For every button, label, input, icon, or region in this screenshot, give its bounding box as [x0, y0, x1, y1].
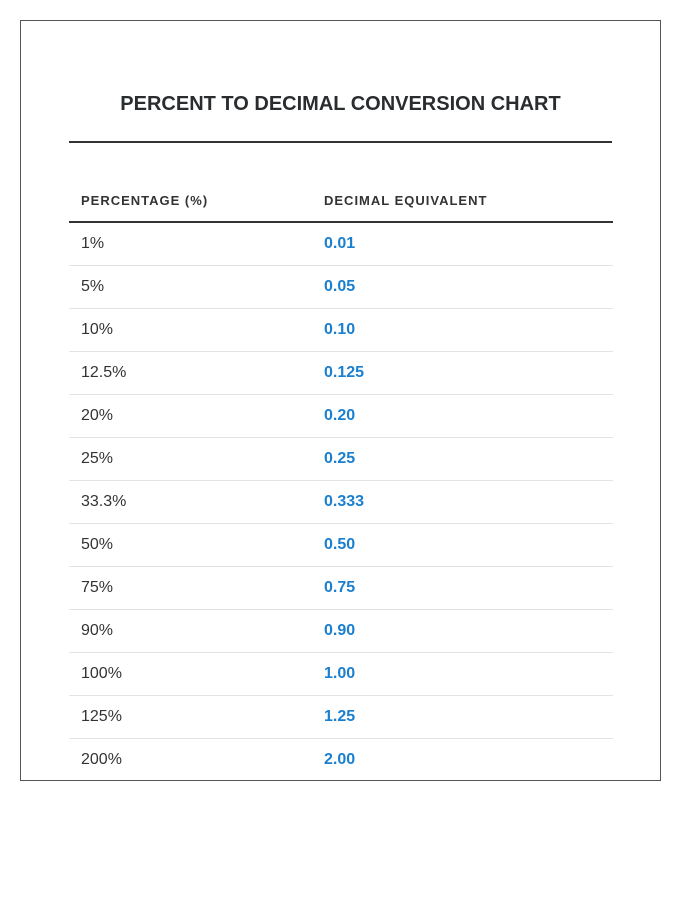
percentage-cell: 1%: [69, 222, 312, 266]
decimal-cell: 0.20: [312, 394, 613, 438]
column-header: DECIMAL EQUIVALENT: [312, 180, 613, 223]
table-row: 75% 0.75: [69, 566, 613, 610]
decimal-cell: 0.05: [312, 265, 613, 309]
percentage-cell: 25%: [69, 437, 312, 481]
table-row: 200% 2.00: [69, 739, 613, 781]
table-body: 1% 0.01 5% 0.05 10% 0.10 12.5% 0.125 20% 0.20 25% 0…: [69, 222, 613, 781]
table-row: 100% 1.00: [69, 652, 613, 696]
table-row: 12.5% 0.125: [69, 351, 613, 395]
decimal-cell: 0.10: [312, 308, 613, 352]
decimal-cell: 1.25: [312, 695, 613, 739]
decimal-cell: 0.25: [312, 437, 613, 481]
table-head: PERCENTAGE (%) DECIMAL EQUIVALENT: [69, 180, 613, 223]
decimal-cell: 0.125: [312, 351, 613, 395]
table-row: 125% 1.25: [69, 695, 613, 739]
decimal-cell: 2.00: [324, 751, 356, 768]
decimal-cell: 0.01: [312, 222, 613, 266]
decimal-cell: 0.50: [312, 523, 613, 567]
table-row: 50% 0.50: [69, 523, 613, 567]
table-row: 10% 0.10: [69, 308, 613, 352]
decimal-cell: 0.90: [312, 609, 613, 653]
title-rule: [69, 141, 612, 143]
conversion-table: PERCENTAGE (%) DECIMAL EQUIVALENT 1% 0.01 5…: [69, 180, 613, 781]
percentage-cell: 5%: [69, 265, 312, 309]
decimal-cell: 0.75: [312, 566, 613, 610]
percentage-cell: 100%: [69, 652, 312, 696]
percentage-cell: 20%: [69, 394, 312, 438]
table-row: 1% 0.01: [69, 222, 613, 266]
percentage-cell: 12.5%: [69, 351, 312, 395]
table-row: 90% 0.90: [69, 609, 613, 653]
percentage-cell: 10%: [69, 308, 312, 352]
column-header: PERCENTAGE (%): [69, 180, 312, 223]
percentage-cell: 125%: [69, 695, 312, 739]
title: PERCENT TO DECIMAL CONVERSION CHART: [120, 93, 561, 115]
table-row: 20% 0.20: [69, 394, 613, 438]
percentage-cell: 75%: [69, 566, 312, 610]
decimal-cell: 0.333: [312, 480, 613, 524]
percentage-cell: 200%: [81, 751, 122, 768]
percentage-cell: 50%: [69, 523, 312, 567]
percentage-cell: 90%: [69, 609, 312, 653]
header-row: PERCENTAGE (%) DECIMAL EQUIVALENT: [69, 180, 613, 223]
table-row: 33.3% 0.333: [69, 480, 613, 524]
table-row: 5% 0.05: [69, 265, 613, 309]
percentage-cell: 33.3%: [69, 480, 312, 524]
chart-card: PERCENT TO DECIMAL CONVERSION CHART PERC…: [20, 20, 661, 781]
table-row: 25% 0.25: [69, 437, 613, 481]
decimal-cell: 1.00: [312, 652, 613, 696]
